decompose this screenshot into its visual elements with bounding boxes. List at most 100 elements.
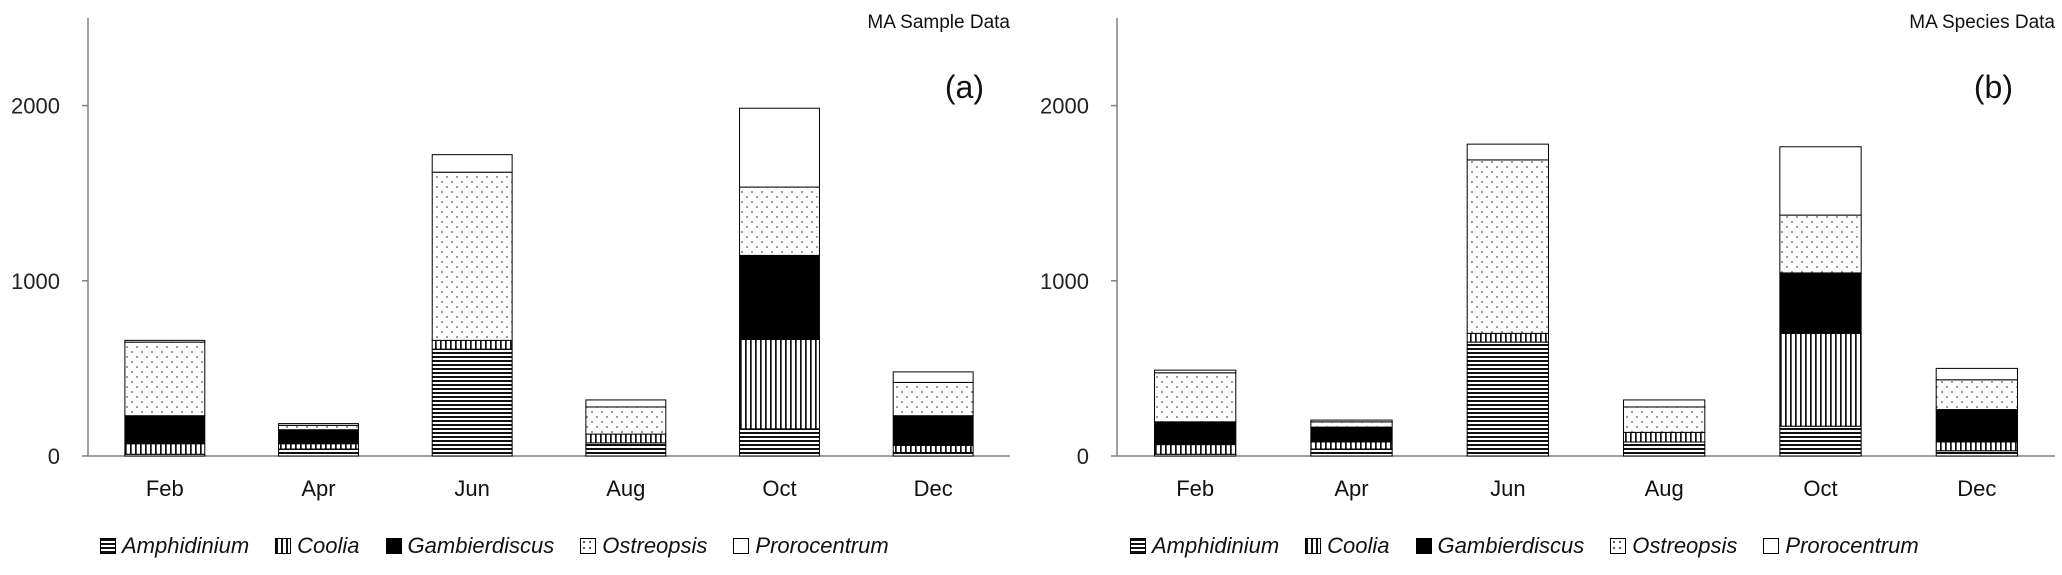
legend-label-prorocentrum: Prorocentrum xyxy=(755,533,889,558)
bar-a-aug-coolia xyxy=(585,433,667,444)
y-tick-label-a-2000: 2000 xyxy=(11,94,60,119)
bar-a-dec-gambierdiscus xyxy=(892,415,974,446)
legend-label-ostreopsis: Ostreopsis xyxy=(1632,533,1738,558)
bar-a-feb-gambierdiscus xyxy=(124,415,206,445)
bar-b-apr-ostreopsis xyxy=(1310,421,1393,428)
x-tick-label-b-feb: Feb xyxy=(1176,476,1214,501)
legend-item-prorocentrum: Prorocentrum xyxy=(1763,533,1919,559)
legend-item-ostreopsis: Ostreopsis xyxy=(580,533,707,559)
bar-b-jun-ostreopsis xyxy=(1466,159,1549,334)
bar-b-aug-ostreopsis xyxy=(1623,406,1706,433)
bar-a-oct-prorocentrum xyxy=(739,107,820,188)
bar-b-oct-coolia xyxy=(1779,332,1862,427)
legend-label-amphidinium: Amphidinium xyxy=(1152,533,1280,558)
bar-a-oct-amphidinium xyxy=(739,428,820,457)
legend-swatch-amphidinium xyxy=(100,538,116,554)
x-tick-label-a-feb: Feb xyxy=(146,476,184,501)
legend-label-ostreopsis: Ostreopsis xyxy=(602,533,708,558)
legend-swatch-gambierdiscus xyxy=(1415,538,1432,554)
bar-a-apr-gambierdiscus xyxy=(278,429,359,445)
bar-a-apr-prorocentrum xyxy=(278,423,359,426)
bar-b-apr-amphidinium xyxy=(1310,448,1393,457)
legend-swatch-ostreopsis xyxy=(1610,538,1627,554)
x-tick-label-a-aug: Aug xyxy=(606,476,645,501)
bar-b-apr-gambierdiscus xyxy=(1310,426,1393,443)
bar-b-feb-gambierdiscus xyxy=(1154,421,1237,446)
x-tick-label-a-jun: Jun xyxy=(454,476,489,501)
legend-item-prorocentrum: Prorocentrum xyxy=(733,533,889,559)
bar-b-dec-ostreopsis xyxy=(1935,379,2018,411)
panel-label-b: (b) xyxy=(1974,69,2013,105)
legend-item-ostreopsis: Ostreopsis xyxy=(1610,533,1737,559)
bar-b-oct-gambierdiscus xyxy=(1779,272,1862,334)
bar-a-jun-prorocentrum xyxy=(431,154,513,173)
legend-label-gambierdiscus: Gambierdiscus xyxy=(1437,533,1585,558)
legend-swatch-prorocentrum xyxy=(733,538,750,554)
bar-a-dec-coolia xyxy=(892,444,974,453)
bar-b-oct-prorocentrum xyxy=(1779,146,1862,216)
bar-a-dec-amphidinium xyxy=(892,451,974,457)
bar-a-apr-amphidinium xyxy=(278,448,359,457)
bar-a-dec-ostreopsis xyxy=(892,381,974,417)
legend-b: Amphidinium Coolia Gambierdiscus Ostreop… xyxy=(1130,530,1945,562)
y-tick-label-b-2000: 2000 xyxy=(1040,94,1089,119)
bar-b-feb-coolia xyxy=(1154,444,1237,455)
bar-a-aug-amphidinium xyxy=(585,442,667,457)
bar-a-feb-prorocentrum xyxy=(124,339,206,343)
panel-label-a: (a) xyxy=(945,69,984,105)
bar-b-dec-coolia xyxy=(1935,441,2018,452)
legend-a: Amphidinium Coolia Gambierdiscus Ostreop… xyxy=(100,530,915,562)
x-tick-label-b-dec: Dec xyxy=(1957,476,1996,501)
bar-b-feb-prorocentrum xyxy=(1154,369,1237,374)
bar-b-dec-amphidinium xyxy=(1935,450,2018,457)
y-tick-label-b-0: 0 xyxy=(1077,444,1089,469)
bar-a-apr-coolia xyxy=(278,443,359,450)
legend-label-gambierdiscus: Gambierdiscus xyxy=(407,533,555,558)
legend-swatch-coolia xyxy=(1305,538,1322,554)
bar-b-feb-ostreopsis xyxy=(1154,372,1237,423)
x-tick-label-a-apr: Apr xyxy=(301,476,335,501)
bar-a-jun-ostreopsis xyxy=(431,171,513,341)
legend-swatch-coolia xyxy=(275,538,292,554)
bar-a-oct-gambierdiscus xyxy=(739,254,820,340)
x-tick-label-b-jun: Jun xyxy=(1490,476,1525,501)
bar-b-oct-ostreopsis xyxy=(1779,214,1862,274)
bar-a-jun-amphidinium xyxy=(431,348,513,457)
legend-swatch-amphidinium xyxy=(1130,538,1146,554)
legend-item-amphidinium: Amphidinium xyxy=(100,533,249,559)
legend-label-prorocentrum: Prorocentrum xyxy=(1785,533,1919,558)
bar-a-jun-coolia xyxy=(431,339,513,350)
bar-b-apr-prorocentrum xyxy=(1310,419,1393,423)
legend-label-amphidinium: Amphidinium xyxy=(122,533,250,558)
bar-a-aug-prorocentrum xyxy=(585,399,667,408)
legend-swatch-ostreopsis xyxy=(580,538,597,554)
legend-item-gambierdiscus: Gambierdiscus xyxy=(1415,533,1585,559)
legend-item-gambierdiscus: Gambierdiscus xyxy=(385,533,555,559)
legend-label-coolia: Coolia xyxy=(297,533,360,558)
bar-b-aug-coolia xyxy=(1623,431,1706,443)
legend-label-coolia: Coolia xyxy=(1327,533,1390,558)
y-tick-label-b-1000: 1000 xyxy=(1040,269,1089,294)
bar-a-dec-prorocentrum xyxy=(892,371,974,383)
bar-b-jun-prorocentrum xyxy=(1466,143,1549,161)
bar-b-jun-amphidinium xyxy=(1466,341,1549,457)
legend-swatch-prorocentrum xyxy=(1763,538,1780,554)
chart-title-a: MA Sample Data xyxy=(867,12,1010,33)
bar-b-dec-gambierdiscus xyxy=(1935,409,2018,443)
bar-a-apr-ostreopsis xyxy=(278,424,359,431)
bar-b-aug-prorocentrum xyxy=(1623,399,1706,408)
y-tick-label-a-1000: 1000 xyxy=(11,269,60,294)
bar-b-jun-coolia xyxy=(1466,332,1549,343)
chart-title-b: MA Species Data xyxy=(1909,12,2055,33)
x-tick-label-b-apr: Apr xyxy=(1334,476,1368,501)
x-tick-label-b-oct: Oct xyxy=(1803,476,1837,501)
legend-item-amphidinium: Amphidinium xyxy=(1130,533,1279,559)
bar-b-oct-amphidinium xyxy=(1779,425,1862,457)
bar-a-feb-ostreopsis xyxy=(124,341,206,417)
x-tick-label-b-aug: Aug xyxy=(1645,476,1684,501)
y-tick-label-a-0: 0 xyxy=(48,444,60,469)
legend-swatch-gambierdiscus xyxy=(385,538,402,554)
x-tick-label-a-dec: Dec xyxy=(914,476,953,501)
